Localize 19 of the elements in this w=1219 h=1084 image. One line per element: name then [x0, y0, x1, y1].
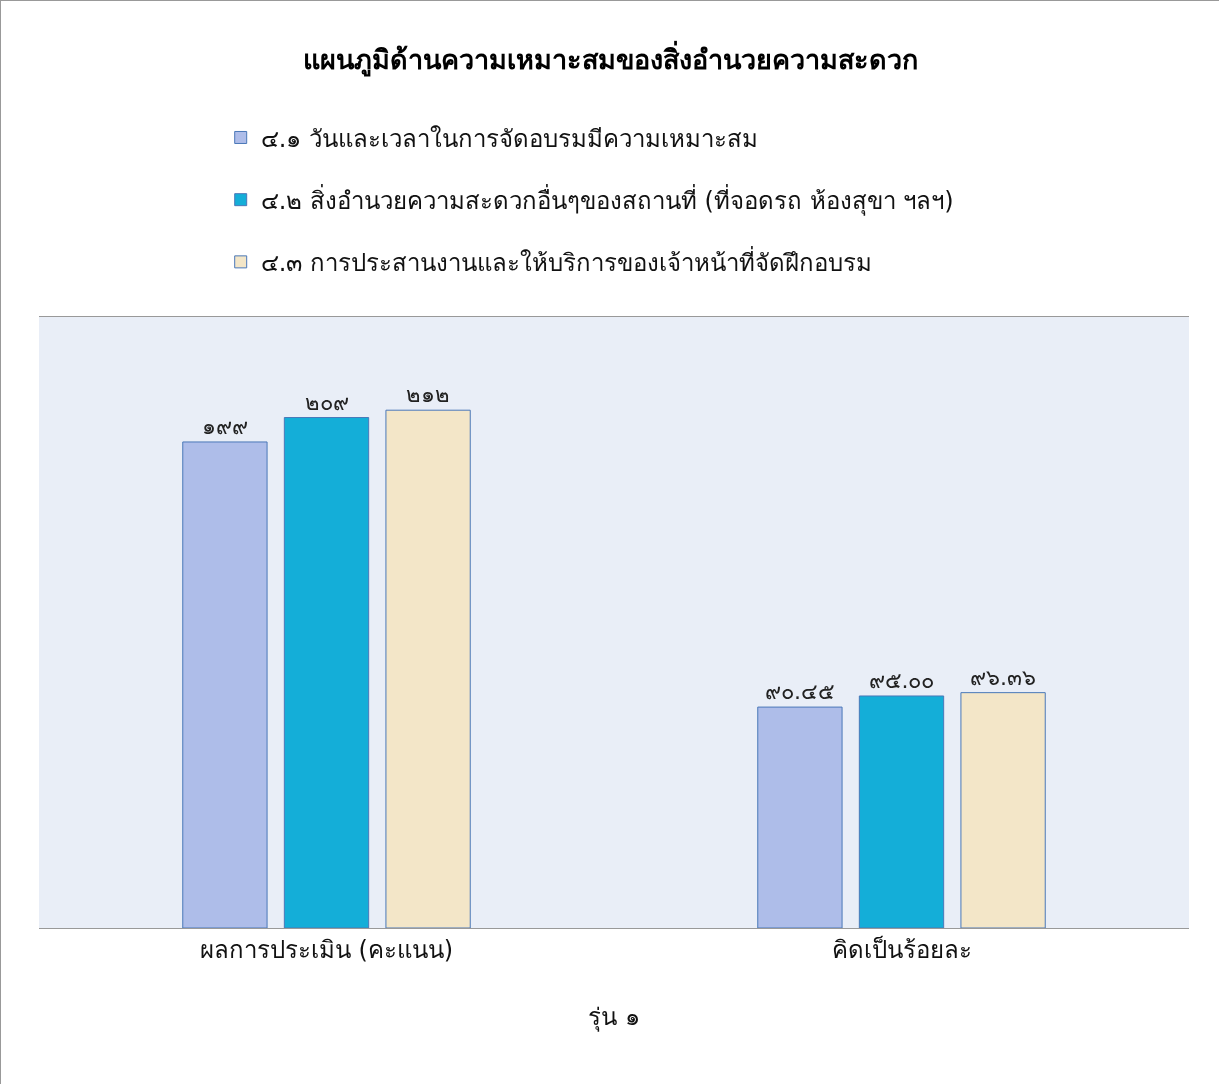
bar	[385, 409, 471, 928]
data-label: ๙๖.๓๖	[970, 664, 1037, 690]
x-axis-title: รุ่น ๑	[588, 1003, 640, 1033]
data-label: ๒๑๒	[406, 382, 451, 408]
data-label: ๒๐๙	[304, 389, 349, 415]
x-tick-label: ผลการประเมิน (คะแนน)	[199, 935, 454, 964]
legend-label: ๔.๓ การประสานงานและให้บริการของเจ้าหน้าที่จัดฝึกอบรม	[260, 246, 872, 278]
legend-label: ๔.๒ สิ่งอำนวยความสะดวกอื่นๆของสถานที่ (ที่จอดรถ ห้องสุขา ฯลฯ)	[260, 184, 954, 217]
chart-title: แผนภูมิด้านความเหมาะสมของสิ่งอำนวยความสะดวก	[303, 39, 918, 77]
legend-label: ๔.๑ วันและเวลาในการจัดอบรมมีความเหมาะสม	[260, 124, 758, 153]
data-label: ๑๙๙	[201, 413, 248, 439]
bar	[858, 695, 945, 928]
x-tick-label: คิดเป็นร้อยละ	[831, 934, 972, 964]
data-label: ๙๐.๔๕	[764, 679, 835, 705]
data-label: ๙๕.๐๐	[868, 667, 935, 693]
bar	[960, 692, 1046, 928]
bar	[182, 441, 268, 928]
bar	[283, 417, 370, 928]
bar	[757, 706, 843, 928]
